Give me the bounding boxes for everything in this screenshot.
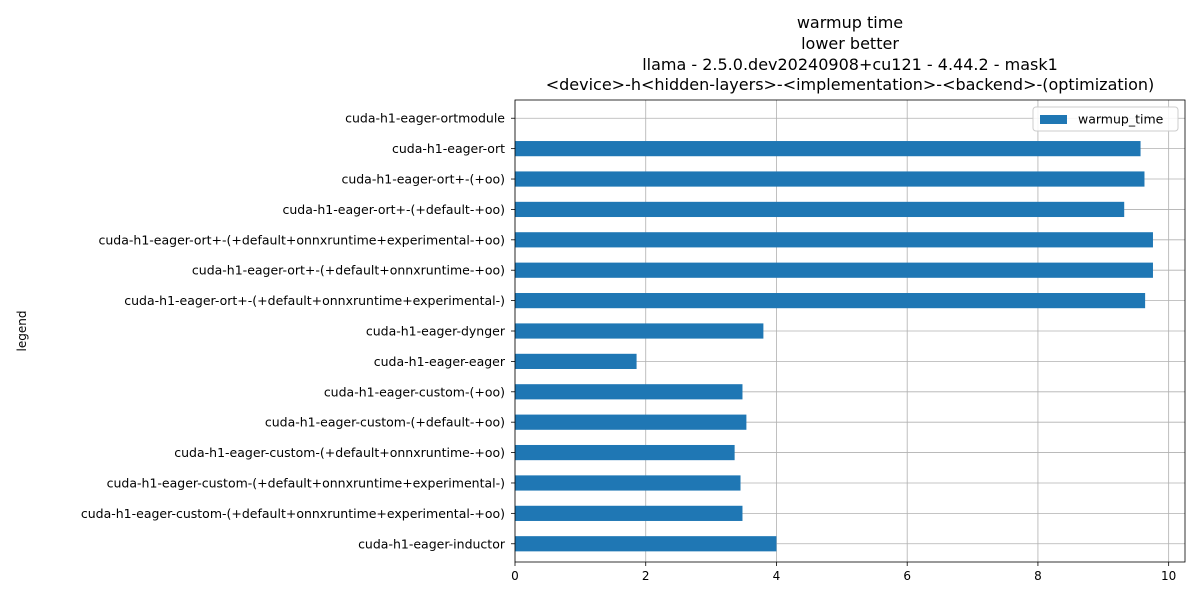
y-axis-label: legend <box>15 311 29 352</box>
x-tick-label: 0 <box>511 569 519 583</box>
legend-swatch <box>1040 115 1067 124</box>
legend-label: warmup_time <box>1078 112 1164 127</box>
legend-box <box>1032 106 1179 132</box>
bar <box>515 171 1145 187</box>
bar <box>515 141 1141 157</box>
x-tick-label: 4 <box>773 569 781 583</box>
bar <box>515 384 743 400</box>
bar <box>515 536 777 552</box>
bar <box>515 232 1153 248</box>
chart-title-line-4: <device>-h<hidden-layers>-<implementatio… <box>545 75 1155 94</box>
y-tick-label: cuda-h1-eager-custom-(+default+onnxrunti… <box>107 475 505 490</box>
x-tick-label: 10 <box>1161 569 1176 583</box>
bar <box>515 475 741 491</box>
chart-title-line-3: llama - 2.5.0.dev20240908+cu121 - 4.44.2… <box>642 55 1058 74</box>
y-tick-label: cuda-h1-eager-ort+-(+default+onnxruntime… <box>192 263 505 278</box>
y-tick-label: cuda-h1-eager-eager <box>374 354 506 369</box>
bar <box>515 293 1146 309</box>
x-tick-label: 8 <box>1034 569 1042 583</box>
x-tick-label: 6 <box>903 569 911 583</box>
bar <box>515 505 743 521</box>
bar <box>515 353 637 369</box>
y-tick-label: cuda-h1-eager-ortmodule <box>345 111 505 126</box>
bar <box>515 262 1153 278</box>
x-tick-label: 2 <box>642 569 650 583</box>
y-tick-label: cuda-h1-eager-custom-(+oo) <box>324 384 505 399</box>
y-tick-label: cuda-h1-eager-inductor <box>358 536 506 551</box>
bar <box>515 201 1125 218</box>
y-tick-label: cuda-h1-eager-ort+-(+default+onnxruntime… <box>99 232 506 247</box>
bar <box>515 414 747 430</box>
bar <box>515 323 764 339</box>
chart-title-line-2: lower better <box>801 34 899 53</box>
y-tick-label: cuda-h1-eager-custom-(+default-+oo) <box>265 415 505 430</box>
bar <box>515 444 735 461</box>
y-tick-label: cuda-h1-eager-ort+-(+default-+oo) <box>282 202 505 217</box>
y-tick-label: cuda-h1-eager-custom-(+default+onnxrunti… <box>81 506 505 521</box>
y-tick-label: cuda-h1-eager-ort+-(+default+onnxruntime… <box>124 293 505 308</box>
y-tick-label: cuda-h1-eager-custom-(+default+onnxrunti… <box>174 445 505 460</box>
y-tick-label: cuda-h1-eager-dynger <box>366 324 506 339</box>
chart-title-line-1: warmup time <box>796 13 904 32</box>
y-tick-label: cuda-h1-eager-ort+-(+oo) <box>341 172 505 187</box>
y-tick-label: cuda-h1-eager-ort <box>392 141 505 156</box>
